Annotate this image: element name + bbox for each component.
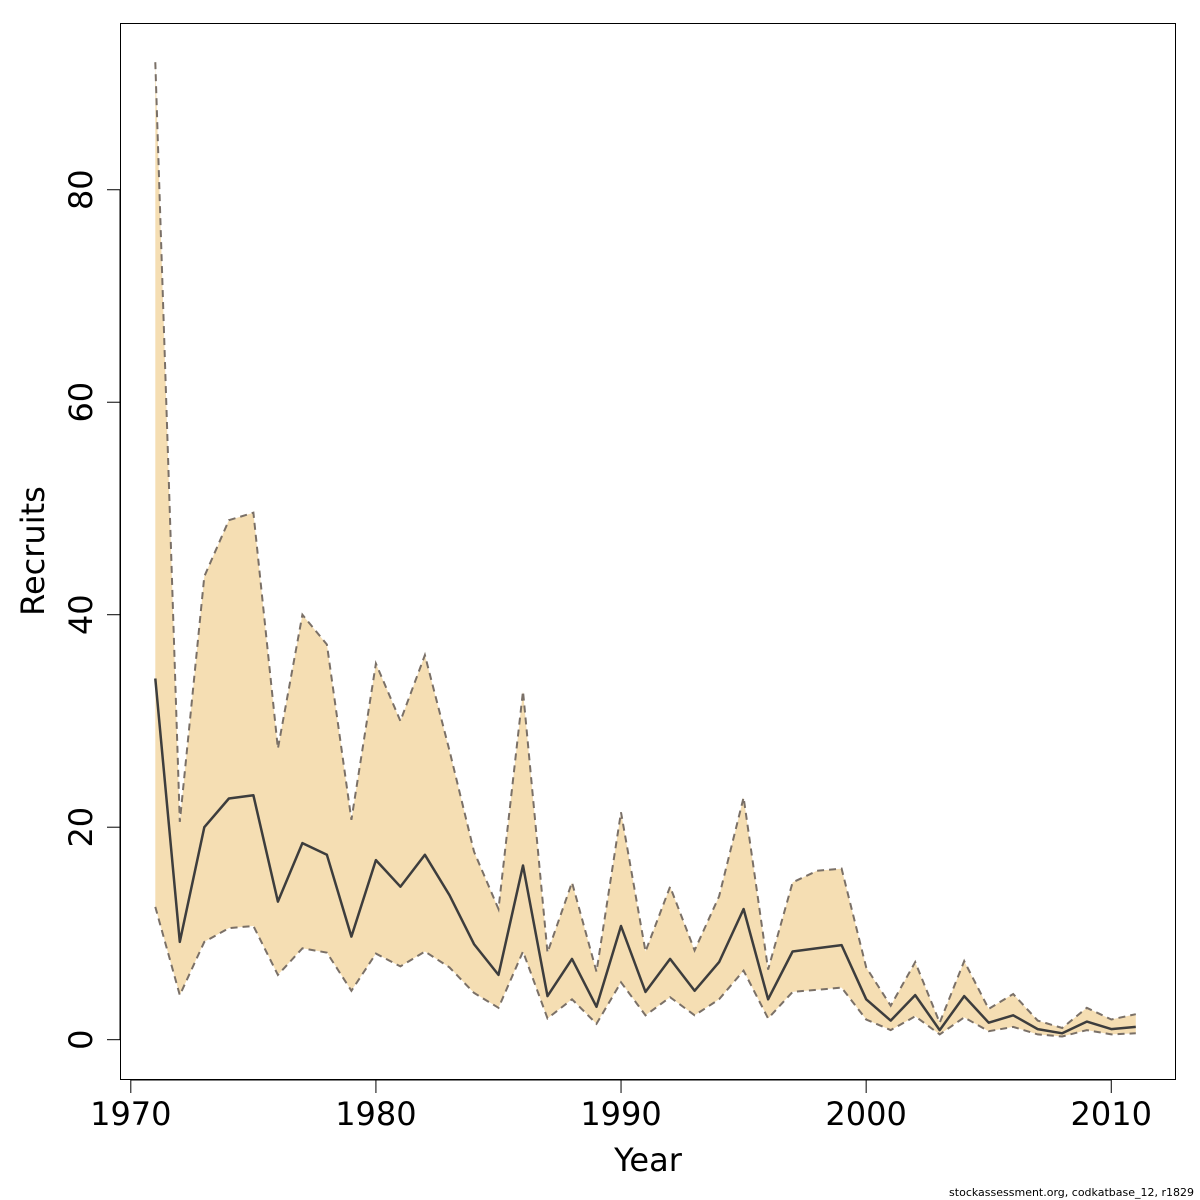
confidence-band — [155, 62, 1136, 1037]
x-tick-label: 1970 — [90, 1095, 171, 1133]
confidence-band-layer — [155, 62, 1136, 1037]
y-tick-label: 60 — [62, 382, 100, 423]
footer-credit: stockassessment.org, codkatbase_12, r182… — [949, 1186, 1194, 1199]
x-tick-label: 1990 — [580, 1095, 661, 1133]
y-axis-title: Recruits — [14, 486, 52, 616]
x-tick-label: 2010 — [1071, 1095, 1152, 1133]
y-tick-label: 80 — [62, 169, 100, 210]
y-axis: 0 20 40 60 80 — [62, 169, 121, 1050]
upper-bound-line — [154, 62, 1137, 1030]
y-tick-label: 0 — [62, 1030, 100, 1050]
median-line — [154, 678, 1136, 1035]
x-tick-label: 2000 — [825, 1095, 906, 1133]
line-layer — [154, 62, 1137, 1038]
x-axis: 1970 1980 1990 2000 2010 — [90, 1079, 1152, 1133]
y-tick-label: 40 — [62, 594, 100, 635]
lower-bound-line — [154, 906, 1136, 1038]
y-tick-label: 20 — [62, 807, 100, 848]
x-tick-label: 1980 — [335, 1095, 416, 1133]
x-axis-title: Year — [613, 1141, 683, 1179]
